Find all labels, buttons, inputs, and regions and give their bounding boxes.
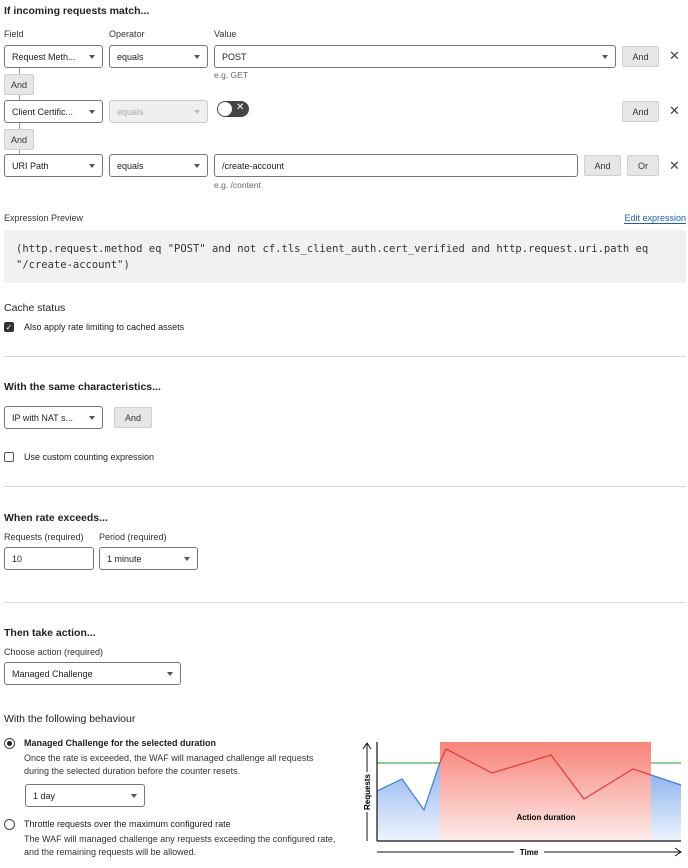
chevron-down-icon: [194, 54, 200, 59]
duration-value: 1 day: [33, 790, 56, 801]
cache-checkbox-label: Also apply rate limiting to cached asset…: [24, 322, 185, 332]
chevron-down-icon: [89, 54, 95, 59]
chevron-down-icon: [89, 109, 95, 114]
period-label: Period (required): [99, 532, 167, 542]
field-value: URI Path: [12, 160, 49, 171]
operator-value: equals: [117, 106, 144, 117]
option2-title: Throttle requests over the maximum confi…: [24, 819, 231, 829]
requests-input[interactable]: 10: [4, 547, 94, 570]
under-area-right: [651, 775, 681, 841]
choose-action-label: Choose action (required): [4, 647, 104, 657]
chevron-down-icon: [184, 556, 190, 561]
value-hint: e.g. /content: [214, 180, 261, 190]
chevron-down-icon: [194, 163, 200, 168]
chevron-down-icon: [131, 793, 137, 798]
characteristics-title: With the same characteristics...: [4, 381, 161, 393]
duration-select[interactable]: 1 day: [25, 784, 145, 807]
option1-title: Managed Challenge for the selected durat…: [24, 738, 217, 748]
operator-select[interactable]: equals: [109, 154, 208, 177]
operator-value: equals: [117, 51, 144, 62]
characteristics-and-button[interactable]: And: [114, 407, 152, 428]
field-value: Request Meth...: [12, 51, 76, 62]
under-area-left: [377, 762, 440, 841]
y-arrow-head: [362, 742, 372, 750]
action-value: Managed Challenge: [12, 668, 93, 679]
rate-title: When rate exceeds...: [4, 512, 108, 524]
and-button[interactable]: And: [622, 101, 659, 122]
value-text: POST: [222, 51, 247, 62]
chevron-down-icon: [89, 415, 95, 420]
connector-and[interactable]: And: [4, 129, 34, 150]
period-select[interactable]: 1 minute: [99, 547, 198, 570]
and-button[interactable]: And: [622, 46, 659, 67]
or-button[interactable]: Or: [627, 155, 659, 176]
x-icon: ✕: [236, 102, 245, 113]
remove-row-icon[interactable]: ✕: [669, 158, 680, 173]
field-column-label: Field: [4, 29, 24, 39]
operator-select-disabled: equals: [109, 100, 208, 123]
period-value: 1 minute: [107, 553, 142, 564]
cache-checkbox[interactable]: ✓: [4, 322, 14, 332]
band-label: Action duration: [516, 813, 575, 822]
divider: [4, 486, 686, 487]
action-select[interactable]: Managed Challenge: [4, 662, 181, 685]
value-column-label: Value: [214, 29, 237, 39]
radio-throttle[interactable]: [4, 819, 15, 830]
remove-row-icon[interactable]: ✕: [669, 103, 680, 118]
operator-select[interactable]: equals: [109, 45, 208, 68]
operator-column-label: Operator: [109, 29, 145, 39]
y-axis-label: Requests: [363, 773, 372, 810]
value-input[interactable]: /create-account: [214, 154, 578, 177]
toggle-knob: [218, 102, 232, 116]
connector-and[interactable]: And: [4, 74, 34, 95]
chevron-down-icon: [194, 109, 200, 114]
chevron-down-icon: [89, 163, 95, 168]
custom-counting-label: Use custom counting expression: [24, 452, 155, 462]
characteristics-value: IP with NAT s...: [12, 412, 74, 423]
field-select-request-method[interactable]: Request Meth...: [4, 45, 103, 68]
action-title: Then take action...: [4, 627, 96, 639]
behaviour-title: With the following behaviour: [4, 713, 136, 725]
field-select-client-certificate[interactable]: Client Certific...: [4, 100, 103, 123]
match-title: If incoming requests match...: [4, 5, 150, 17]
requests-line-under: [650, 774, 682, 786]
characteristics-select[interactable]: IP with NAT s...: [4, 406, 103, 429]
rate-limit-illustration: Time Requests Action duration: [360, 742, 682, 858]
chevron-down-icon: [167, 671, 173, 676]
field-select-uri-path[interactable]: URI Path: [4, 154, 103, 177]
expression-preview-code: (http.request.method eq "POST" and not c…: [4, 230, 686, 283]
custom-counting-checkbox[interactable]: [4, 452, 14, 462]
operator-value: equals: [117, 160, 144, 171]
x-arrow-head: [674, 847, 682, 857]
requests-line-under: [376, 761, 441, 812]
cache-status-title: Cache status: [4, 302, 66, 314]
divider: [4, 356, 686, 357]
radio-managed-challenge-duration[interactable]: [4, 738, 15, 749]
option2-description: The WAF will managed challenge any reque…: [24, 834, 336, 857]
value-hint: e.g. GET: [214, 70, 249, 80]
value-toggle-off[interactable]: ✕: [217, 101, 249, 117]
chevron-down-icon: [602, 54, 608, 59]
divider: [4, 602, 686, 603]
and-button[interactable]: And: [584, 155, 621, 176]
remove-row-icon[interactable]: ✕: [669, 48, 680, 63]
expression-preview-label: Expression Preview: [4, 213, 84, 223]
requests-line-over: [439, 748, 652, 800]
x-axis-label: Time: [520, 848, 539, 857]
edit-expression-link[interactable]: Edit expression: [624, 213, 686, 224]
value-select[interactable]: POST: [214, 45, 616, 68]
requests-label: Requests (required): [4, 532, 84, 542]
field-value: Client Certific...: [12, 106, 74, 117]
action-duration-band: [440, 742, 651, 841]
option1-description: Once the rate is exceeded, the WAF will …: [24, 753, 314, 776]
